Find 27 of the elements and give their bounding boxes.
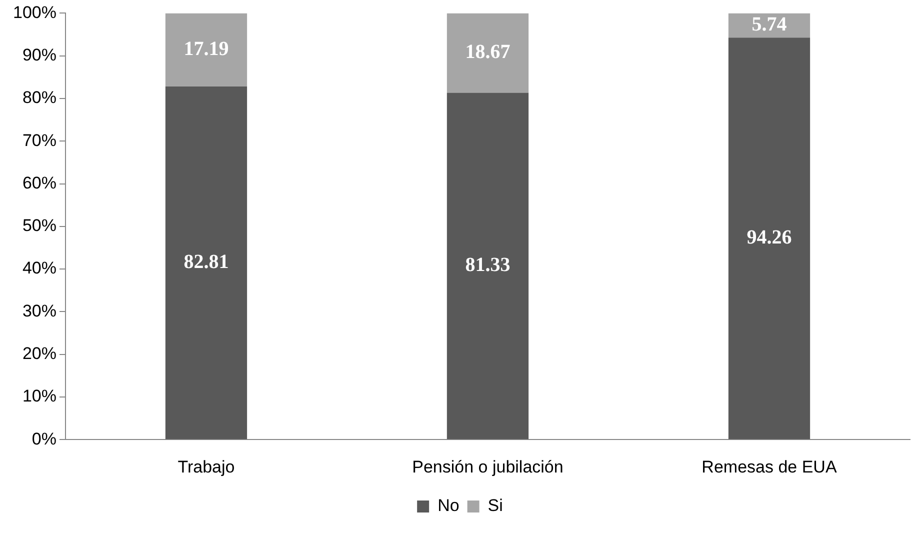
y-tick-label: 70% (22, 130, 56, 150)
y-tick-label: 80% (22, 88, 56, 108)
bar (446, 13, 529, 93)
legend-label: No (438, 496, 460, 516)
data-label: 17.19 (184, 38, 229, 60)
x-tick-label: Pensión o jubilación (412, 457, 564, 476)
y-tick-label: 90% (22, 46, 56, 65)
data-label: 82.81 (184, 250, 229, 273)
y-tick-label: 40% (22, 258, 56, 278)
bar (165, 86, 248, 440)
y-tick-label: 100% (12, 2, 56, 22)
data-label: 81.33 (465, 254, 510, 276)
data-label: 18.67 (465, 41, 510, 64)
y-tick-label: 10% (22, 386, 56, 406)
y-tick-label: 50% (22, 216, 56, 236)
bar (165, 13, 248, 86)
bar (446, 92, 529, 440)
x-tick-label: Trabajo (178, 457, 235, 476)
data-label: 94.26 (746, 226, 792, 249)
y-tick-label: 60% (22, 173, 56, 192)
y-tick-label: 30% (22, 301, 56, 320)
legend-label: Si (488, 496, 503, 516)
y-tick-label: 0% (32, 429, 56, 448)
y-tick-label: 20% (22, 344, 56, 364)
x-tick-label: Remesas de EUA (702, 457, 838, 476)
data-label: 5.74 (752, 14, 787, 36)
bar (728, 38, 810, 440)
